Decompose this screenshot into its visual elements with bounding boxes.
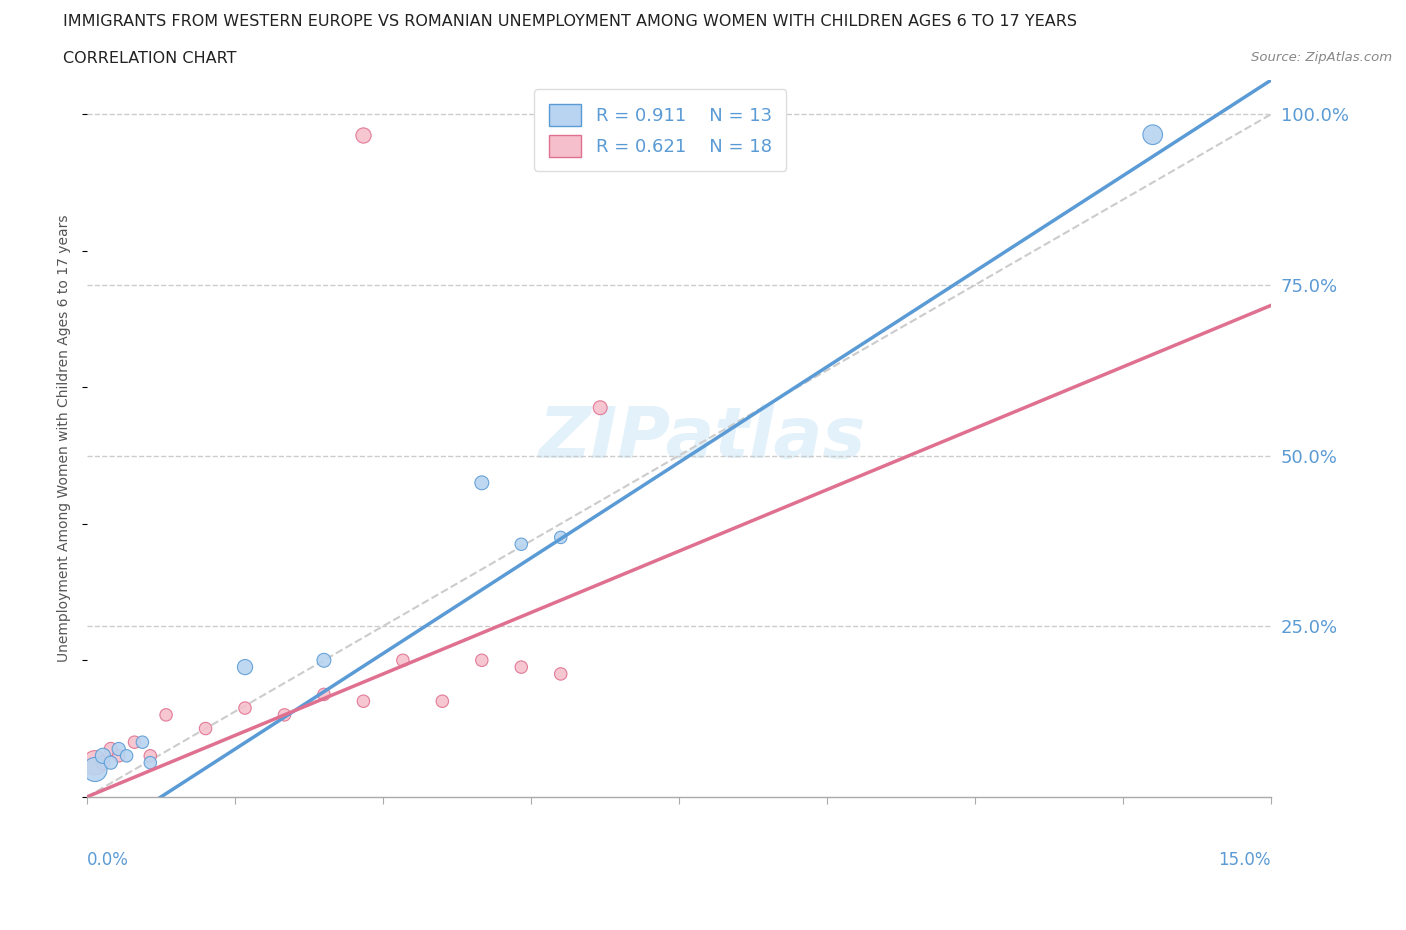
Point — [91, 755, 114, 770]
Point — [550, 667, 572, 682]
Point — [352, 127, 374, 142]
Point — [233, 659, 256, 674]
Point — [233, 700, 256, 715]
Point — [100, 741, 122, 756]
Point — [124, 735, 146, 750]
Point — [589, 400, 612, 415]
Text: ZIPatlas: ZIPatlas — [538, 404, 866, 473]
Point — [352, 694, 374, 709]
Point — [139, 749, 162, 764]
Point — [100, 755, 122, 770]
Point — [107, 749, 129, 764]
Point — [471, 475, 494, 490]
Point — [392, 653, 415, 668]
Text: CORRELATION CHART: CORRELATION CHART — [63, 51, 236, 66]
Point — [312, 653, 335, 668]
Text: IMMIGRANTS FROM WESTERN EUROPE VS ROMANIAN UNEMPLOYMENT AMONG WOMEN WITH CHILDRE: IMMIGRANTS FROM WESTERN EUROPE VS ROMANI… — [63, 14, 1077, 29]
Y-axis label: Unemployment Among Women with Children Ages 6 to 17 years: Unemployment Among Women with Children A… — [58, 215, 72, 662]
Text: Source: ZipAtlas.com: Source: ZipAtlas.com — [1251, 51, 1392, 64]
Point — [84, 755, 107, 770]
Point — [115, 749, 138, 764]
Point — [131, 735, 153, 750]
Point — [312, 687, 335, 702]
Text: 15.0%: 15.0% — [1219, 851, 1271, 869]
Text: 0.0%: 0.0% — [87, 851, 129, 869]
Point — [139, 755, 162, 770]
Legend: R = 0.911    N = 13, R = 0.621    N = 18: R = 0.911 N = 13, R = 0.621 N = 18 — [534, 89, 786, 171]
Point — [155, 708, 177, 723]
Point — [432, 694, 454, 709]
Point — [1142, 127, 1164, 142]
Point — [510, 537, 533, 551]
Point — [471, 653, 494, 668]
Point — [107, 741, 129, 756]
Point — [550, 530, 572, 545]
Point — [194, 721, 217, 736]
Point — [91, 749, 114, 764]
Point — [510, 659, 533, 674]
Point — [273, 708, 295, 723]
Point — [84, 762, 107, 777]
